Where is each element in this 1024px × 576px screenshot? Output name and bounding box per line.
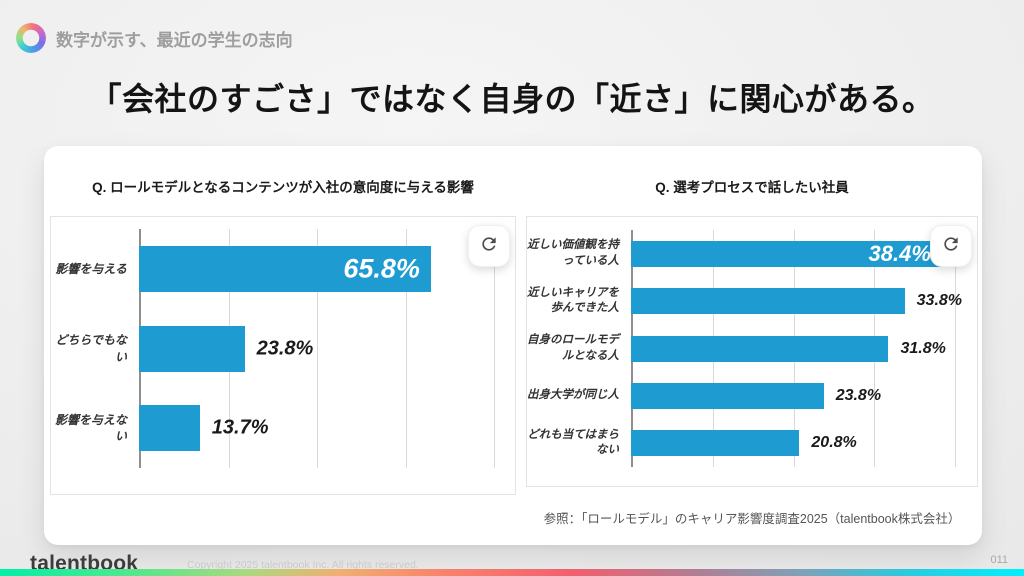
category-label: 近しい価値観を持 っている人 (527, 239, 619, 267)
chart-title-left: Q. ロールモデルとなるコンテンツが入社の意向度に与える影響 (92, 180, 474, 195)
rows: 近しい価値観を持 っている人 38.4% 近しいキャリアを 歩んできた人 33.8% 自身の… (527, 230, 967, 467)
bar (631, 288, 905, 315)
bar-row: 自身のロールモデ ルとなる人 31.8% (527, 325, 967, 372)
bar-track: 38.4% (631, 230, 967, 277)
chart-panel-left: 影響を与える 65.8% どちらでもない 23.8% 影響を与えない 13.7% (50, 216, 516, 495)
value-label: 20.8% (811, 434, 857, 452)
talentbook-ring-icon (16, 23, 46, 53)
bar-track: 65.8% (139, 229, 505, 309)
bar-track: 23.8% (631, 372, 967, 419)
category-label: 影響を与えない (54, 412, 127, 444)
bar (631, 335, 889, 362)
gridline (954, 230, 956, 467)
rows: 影響を与える 65.8% どちらでもない 23.8% 影響を与えない 13.7% (51, 229, 505, 468)
footer-copyright: Copyright 2025 talentbook Inc. All right… (187, 559, 419, 571)
value-label: 33.8% (916, 292, 963, 310)
category-label: 出身大学が同じ人 (527, 389, 619, 402)
page-number: 011 (990, 554, 1008, 566)
bar-row: 近しいキャリアを 歩んできた人 33.8% (527, 277, 967, 324)
page-title: 「会社のすごさ」ではなく自身の「近さ」に関心がある。 (89, 81, 935, 117)
content-card: Q. ロールモデルとなるコンテンツが入社の意向度に与える影響 Q. 選考プロセス… (44, 146, 982, 545)
refresh-button[interactable] (468, 225, 510, 267)
refresh-icon (479, 234, 499, 259)
refresh-button[interactable] (930, 225, 972, 267)
value-label: 23.8% (256, 337, 314, 359)
category-label: 影響を与える (55, 261, 127, 276)
gridline (493, 229, 495, 468)
category-label: どちらでもない (55, 333, 127, 364)
bar-track: 23.8% (139, 309, 505, 389)
value-label: 38.4% (868, 240, 931, 266)
bar (139, 325, 245, 372)
value-label: 65.8% (343, 253, 420, 284)
refresh-icon (941, 234, 961, 259)
bar-row: どれも当てはまら ない 20.8% (527, 420, 967, 467)
value-label: 13.7% (211, 416, 269, 439)
bar-row: 近しい価値観を持 っている人 38.4% (527, 230, 967, 277)
bar-track: 31.8% (631, 325, 967, 372)
gridline (317, 229, 319, 468)
bar (631, 430, 800, 457)
category-label: どれも当てはまら ない (527, 428, 619, 457)
header-label: 数字が示す、最近の学生の志向 (56, 30, 293, 50)
bar (631, 382, 824, 409)
bar-track: 13.7% (139, 388, 505, 468)
slide-header: 数字が示す、最近の学生の志向 (16, 23, 293, 53)
bar-row: 影響を与えない 13.7% (51, 388, 505, 468)
bar-row: どちらでもない 23.8% (51, 309, 505, 389)
chart-panel-right: 近しい価値観を持 っている人 38.4% 近しいキャリアを 歩んできた人 33.8% 自身の… (526, 216, 978, 487)
bar-track: 33.8% (631, 277, 967, 324)
rainbow-strip (0, 569, 1024, 576)
gridline (405, 229, 407, 468)
value-label: 23.8% (835, 386, 882, 404)
bar (139, 405, 200, 452)
bar-track: 20.8% (631, 420, 967, 467)
category-label: 近しいキャリアを 歩んできた人 (527, 286, 619, 315)
bar-row: 影響を与える 65.8% (51, 229, 505, 309)
bar: 65.8% (139, 245, 431, 292)
bar: 38.4% (631, 240, 942, 267)
chart-title-right: Q. 選考プロセスで話したい社員 (655, 180, 849, 195)
source-note: 参照：「ロールモデル」のキャリア影響度調査2025（talentbook株式会社… (543, 512, 961, 526)
value-label: 31.8% (900, 339, 946, 357)
bar-row: 出身大学が同じ人 23.8% (527, 372, 967, 419)
category-label: 自身のロールモデ ルとなる人 (527, 334, 619, 362)
